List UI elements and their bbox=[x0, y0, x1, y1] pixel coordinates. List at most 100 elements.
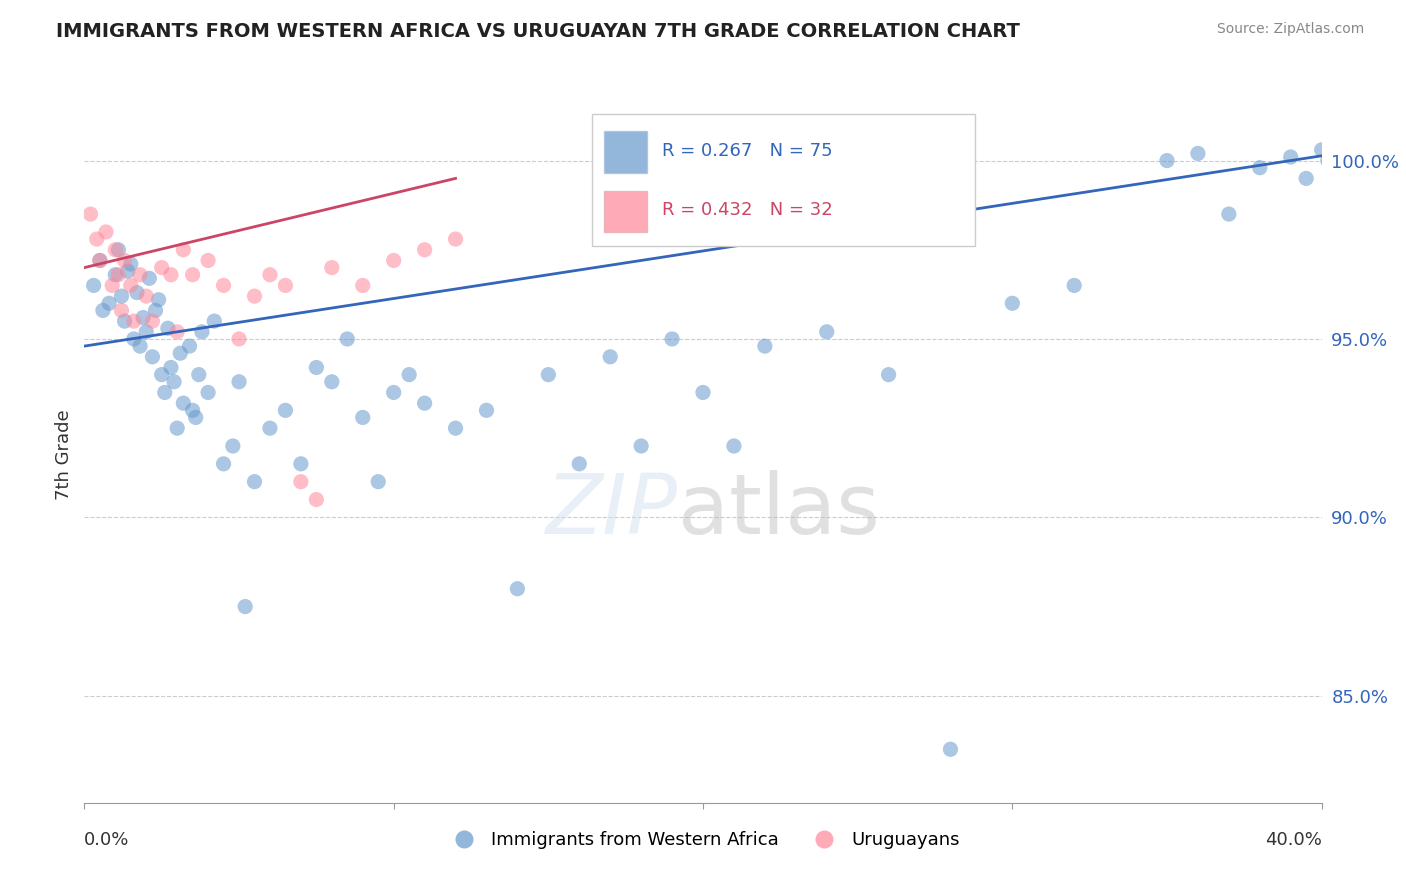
Text: 0.0%: 0.0% bbox=[84, 830, 129, 848]
Point bbox=[228, 375, 250, 389]
Text: IMMIGRANTS FROM WESTERN AFRICA VS URUGUAYAN 7TH GRADE CORRELATION CHART: IMMIGRANTS FROM WESTERN AFRICA VS URUGUA… bbox=[56, 22, 1021, 41]
Point bbox=[568, 457, 591, 471]
Text: Source: ZipAtlas.com: Source: ZipAtlas.com bbox=[1216, 22, 1364, 37]
Point bbox=[413, 396, 436, 410]
Point bbox=[132, 310, 155, 325]
Point bbox=[661, 332, 683, 346]
Point bbox=[191, 325, 214, 339]
Point bbox=[413, 243, 436, 257]
Point bbox=[202, 314, 225, 328]
Point bbox=[233, 599, 256, 614]
Point bbox=[150, 260, 173, 275]
Text: R = 0.267   N = 75: R = 0.267 N = 75 bbox=[662, 142, 832, 160]
Y-axis label: 7th Grade: 7th Grade bbox=[55, 409, 73, 500]
Point bbox=[89, 253, 111, 268]
Point bbox=[166, 421, 188, 435]
Point bbox=[197, 253, 219, 268]
Point bbox=[444, 421, 467, 435]
Point bbox=[169, 346, 191, 360]
Point bbox=[212, 457, 235, 471]
Point bbox=[129, 339, 152, 353]
Point bbox=[135, 289, 157, 303]
Text: atlas: atlas bbox=[678, 470, 880, 551]
Point bbox=[184, 410, 207, 425]
Point bbox=[1063, 278, 1085, 293]
Point bbox=[160, 268, 183, 282]
Point bbox=[1279, 150, 1302, 164]
Point bbox=[1295, 171, 1317, 186]
Point bbox=[1316, 153, 1339, 168]
Point bbox=[321, 375, 343, 389]
Point bbox=[475, 403, 498, 417]
Point bbox=[86, 232, 108, 246]
Point bbox=[153, 385, 176, 400]
Point bbox=[259, 268, 281, 282]
Point bbox=[274, 278, 297, 293]
Text: ZIP: ZIP bbox=[547, 470, 678, 551]
Point bbox=[104, 268, 127, 282]
Point bbox=[1218, 207, 1240, 221]
Point bbox=[179, 339, 201, 353]
Point bbox=[160, 360, 183, 375]
Point bbox=[107, 243, 129, 257]
FancyBboxPatch shape bbox=[605, 191, 647, 232]
Point bbox=[1187, 146, 1209, 161]
Point bbox=[125, 285, 148, 300]
Point bbox=[336, 332, 359, 346]
Point bbox=[274, 403, 297, 417]
Point bbox=[98, 296, 121, 310]
Point bbox=[120, 278, 142, 293]
Point bbox=[107, 268, 129, 282]
Point bbox=[166, 325, 188, 339]
Point bbox=[150, 368, 173, 382]
Point bbox=[537, 368, 560, 382]
Point bbox=[305, 360, 328, 375]
Point bbox=[172, 396, 194, 410]
Point bbox=[222, 439, 245, 453]
Point bbox=[815, 325, 838, 339]
Text: R = 0.432   N = 32: R = 0.432 N = 32 bbox=[662, 201, 832, 219]
Point bbox=[444, 232, 467, 246]
Point bbox=[148, 293, 170, 307]
Point bbox=[228, 332, 250, 346]
Point bbox=[243, 475, 266, 489]
Point bbox=[83, 278, 105, 293]
Point bbox=[212, 278, 235, 293]
Text: 40.0%: 40.0% bbox=[1265, 830, 1322, 848]
Legend: Immigrants from Western Africa, Uruguayans: Immigrants from Western Africa, Uruguaya… bbox=[439, 824, 967, 856]
Point bbox=[122, 332, 145, 346]
Point bbox=[114, 314, 136, 328]
Point bbox=[290, 475, 312, 489]
Point bbox=[1326, 161, 1348, 175]
Point bbox=[877, 368, 900, 382]
Point bbox=[352, 410, 374, 425]
Point bbox=[89, 253, 111, 268]
FancyBboxPatch shape bbox=[592, 114, 976, 246]
Point bbox=[181, 403, 204, 417]
Point bbox=[1001, 296, 1024, 310]
Point bbox=[172, 243, 194, 257]
Point bbox=[94, 225, 117, 239]
Point bbox=[104, 243, 127, 257]
Point bbox=[181, 268, 204, 282]
Point bbox=[122, 314, 145, 328]
Point bbox=[1249, 161, 1271, 175]
Point bbox=[692, 385, 714, 400]
Point bbox=[398, 368, 420, 382]
Point bbox=[259, 421, 281, 435]
Point bbox=[129, 268, 152, 282]
Point bbox=[135, 325, 157, 339]
Point bbox=[243, 289, 266, 303]
FancyBboxPatch shape bbox=[605, 131, 647, 173]
Point bbox=[506, 582, 529, 596]
Point bbox=[91, 303, 114, 318]
Point bbox=[141, 314, 163, 328]
Point bbox=[599, 350, 621, 364]
Point bbox=[145, 303, 167, 318]
Point bbox=[110, 289, 132, 303]
Point bbox=[1156, 153, 1178, 168]
Point bbox=[117, 264, 139, 278]
Point bbox=[101, 278, 124, 293]
Point bbox=[723, 439, 745, 453]
Point bbox=[110, 303, 132, 318]
